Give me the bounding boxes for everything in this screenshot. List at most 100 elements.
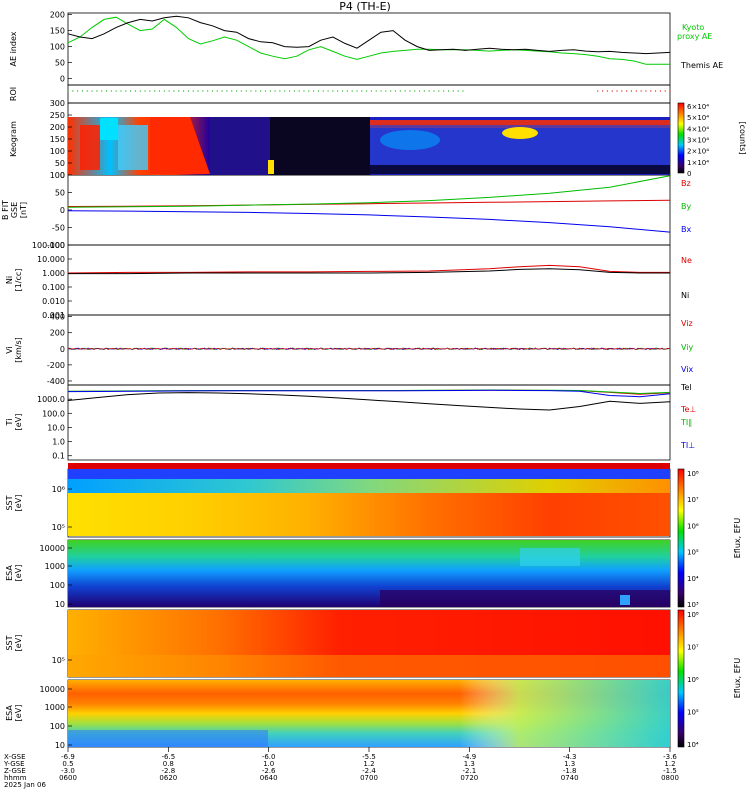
ylabel-ti-line: [eV]: [14, 414, 23, 431]
roi-dot-0: [163, 90, 165, 92]
footer-xgse: -6.0: [262, 753, 276, 761]
roi-dot-0: [158, 90, 161, 92]
vi-tick-label: 0: [60, 345, 65, 354]
electron-colorbar-label: Eflux, EFU: [733, 518, 742, 559]
ae-tick-label: 150: [50, 27, 65, 36]
sst-e-tick-label: 10⁵: [52, 523, 65, 532]
ni-tick-label: 0.001: [42, 311, 65, 320]
keogram-colorbar-tick: 1×10⁴: [687, 159, 709, 167]
ylabel-sst_e-line: SST: [5, 495, 14, 510]
bfield-line-2: [67, 210, 671, 233]
bfield-line-1: [67, 175, 671, 208]
roi-dot-0: [322, 90, 324, 92]
roi-dot-0: [351, 90, 353, 92]
ae-legend-kyoto: Kyoto: [682, 23, 704, 32]
ylabel-keogram-line: Keogram: [9, 121, 18, 157]
ylabel-ti: Ti [eV]: [5, 414, 23, 431]
roi-dot-1: [650, 90, 652, 92]
footer-zgse: -1.5: [663, 767, 677, 775]
roi-dot-0: [414, 90, 416, 92]
vi-line-2: [67, 347, 671, 351]
ae-line-0: [67, 16, 670, 65]
bfield-tick-label: -100: [47, 241, 65, 250]
roi-dot-0: [303, 90, 305, 92]
bfield-line-0: [67, 199, 671, 207]
roi-dot-0: [187, 90, 189, 92]
bfield-legend-Bz: Bz: [681, 179, 691, 188]
ylabel-keogram: Keogram: [9, 121, 18, 157]
roi-dot-0: [231, 90, 233, 92]
colorbar-tick: 10⁴: [687, 575, 699, 583]
roi-dot-0: [346, 90, 348, 92]
roi-dot-0: [125, 90, 127, 92]
footer-row-label: Z-GSE: [4, 767, 26, 775]
footer-zgse: -3.0: [61, 767, 75, 775]
roi-dot-0: [130, 90, 132, 92]
footer-hhmm: 0720: [460, 774, 478, 782]
roi-dot-0: [317, 90, 320, 92]
roi-dot-0: [390, 90, 392, 92]
roi-dot-0: [457, 90, 459, 92]
roi-dot-0: [394, 90, 397, 92]
footer-xgse: -6.5: [161, 753, 175, 761]
ni-tick-label: 0.100: [42, 283, 65, 292]
panel-frame-6: [67, 384, 671, 461]
roi-dot-0: [438, 90, 440, 92]
roi-dot-0: [462, 90, 464, 92]
colorbar-tick: 10⁸: [687, 611, 699, 619]
roi-dot-0: [443, 90, 445, 92]
ylabel-ni-line: [1/cc]: [14, 269, 23, 292]
footer-ygse: 1.3: [464, 760, 475, 768]
roi-dot-0: [313, 90, 315, 92]
ylabel-esa_e-line: [eV]: [14, 565, 23, 582]
keogram-tick-label: 200: [50, 123, 65, 132]
vi-tick-label: -400: [47, 377, 65, 386]
ylabel-bfield-line: GSE: [10, 202, 19, 218]
colorbar-tick: 10⁸: [687, 470, 699, 478]
roi-dot-0: [101, 90, 103, 92]
roi-dot-0: [207, 90, 209, 92]
footer-hhmm: 0600: [59, 774, 77, 782]
ylabel-roi-line: ROI: [9, 87, 18, 101]
ni-legend-ni: Ni: [681, 291, 689, 300]
roi-dot-0: [418, 90, 421, 92]
footer-ygse: 1.3: [564, 760, 575, 768]
ylabel-sst_i-line: [eV]: [14, 635, 23, 652]
footer-ygse: 1.0: [263, 760, 274, 768]
roi-dot-0: [96, 90, 98, 92]
roi-dot-0: [226, 90, 228, 92]
roi-dot-0: [332, 90, 334, 92]
footer-row-label: Y-GSE: [3, 760, 25, 768]
roi-dot-0: [337, 90, 339, 92]
esa-electron-heatmap: [68, 540, 670, 607]
colorbar-tick: 10³: [687, 601, 699, 609]
ni-line-0: [67, 264, 670, 274]
panel-frame-4: [67, 244, 671, 316]
colorbar-tick: 10⁵: [687, 549, 699, 557]
roi-dot-0: [409, 90, 411, 92]
footer-hhmm: 0800: [661, 774, 679, 782]
roi-dot-0: [173, 90, 175, 92]
keogram-tick-label: 100: [50, 147, 65, 156]
ti-line-3: [67, 389, 671, 398]
footer-hhmm: 0640: [260, 774, 278, 782]
keogram-tick-label: 150: [50, 135, 65, 144]
sst-i-tick-label: 10⁵: [52, 656, 65, 665]
roi-dot-0: [197, 90, 199, 92]
ni-tick-label: 100.000: [32, 241, 65, 250]
roi-dot-0: [192, 90, 194, 92]
electron-colorbar: 10⁸ 10⁷ 10⁶ 10⁵ 10⁴ 10³ Eflux, EFU: [677, 468, 742, 609]
keogram-colorbar-tick: 3×10⁴: [687, 137, 709, 145]
vi-tick-label: 200: [50, 329, 65, 338]
ion-colorbar-label: Eflux, EFU: [733, 658, 742, 699]
roi-dot-0: [216, 90, 218, 92]
roi-dot-0: [447, 90, 450, 92]
roi-dot-0: [110, 90, 112, 92]
roi-dot-1: [659, 90, 661, 92]
ion-colorbar: 10⁸ 10⁷ 10⁶ 10⁵ 10⁴ Eflux, EFU: [677, 609, 742, 749]
roi-dot-0: [361, 90, 363, 92]
ti-tick-label: 100.0: [42, 409, 65, 418]
keogram-colorbar-tick: 5×10⁴: [687, 114, 709, 122]
roi-dot-0: [105, 90, 108, 92]
